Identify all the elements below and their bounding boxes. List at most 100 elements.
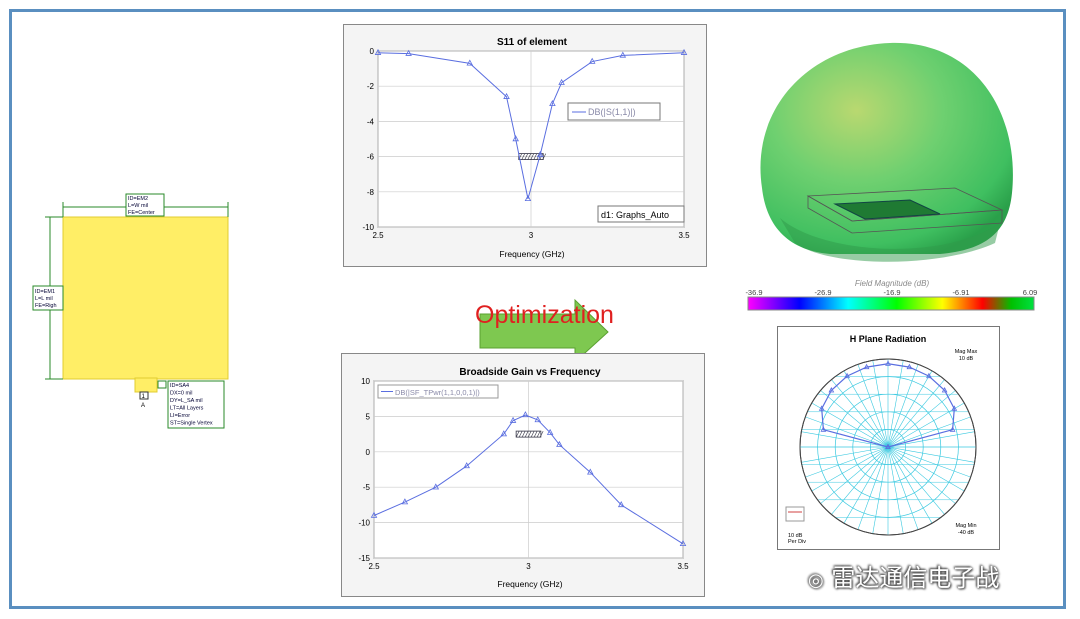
goal-hatch	[524, 153, 529, 160]
y-tick-label: -10	[358, 519, 370, 528]
polar-spoke	[831, 379, 889, 448]
polar-point	[863, 363, 870, 370]
radiation-dome	[760, 42, 1013, 254]
y-tick-label: 0	[370, 47, 375, 56]
data-point	[463, 462, 470, 469]
gain-xlabel: Frequency (GHz)	[497, 579, 562, 589]
goal-hatch	[527, 153, 532, 160]
em2-line-3: FE=Center	[128, 210, 155, 216]
polar-spoke	[843, 446, 889, 524]
y-tick-label: 0	[366, 448, 371, 457]
polar-point	[885, 360, 891, 366]
polar-chart: H Plane Radiation Mag Max 10 dB Mag Min …	[785, 334, 978, 545]
em2-line-1: ID=EM2	[128, 196, 148, 202]
polar-spoke	[811, 446, 889, 492]
goal-hatch	[539, 430, 544, 438]
y-tick-label: -8	[367, 188, 375, 197]
data-point	[512, 135, 519, 142]
antenna-layout-svg: ID=EM2 L=W mil FE=Center ID=EM1 L=L mil …	[32, 193, 229, 429]
sa-line-6: ST=Single Vertex	[170, 421, 213, 427]
goal-hatch	[533, 153, 538, 160]
mag-max-value: 10 dB	[959, 356, 974, 362]
y-tick-label: -10	[362, 223, 374, 232]
polar-spoke	[887, 431, 975, 448]
data-point	[587, 468, 594, 475]
s11-chart: S11 of element 0 -2 -4 -6 -8 -102.5 3 3.5 Frequ…	[362, 37, 690, 259]
y-tick-label: 5	[366, 412, 371, 421]
data-point	[401, 498, 409, 505]
data-point	[549, 99, 556, 106]
data-point	[524, 195, 532, 202]
y-tick-label: -6	[367, 153, 375, 162]
data-point	[370, 511, 378, 518]
dome-shadow	[780, 218, 1000, 262]
y-tick-label: -2	[367, 82, 375, 91]
polar-spoke	[887, 402, 965, 448]
optimization-label: Optimization	[475, 301, 614, 329]
goal-hatch	[530, 430, 535, 438]
data-point	[500, 430, 508, 437]
colorbar-label: Field Magnitude (dB)	[855, 279, 930, 288]
x-tick-label: 3	[526, 562, 531, 571]
data-point	[374, 48, 382, 55]
goal-hatch	[536, 430, 541, 438]
per-div-label: Per Div	[788, 539, 806, 545]
mag-min-value: -40 dB	[958, 530, 975, 536]
s11-xlabel: Frequency (GHz)	[499, 249, 564, 259]
data-point	[679, 540, 687, 547]
goal-hatch	[530, 153, 535, 160]
gain-chart: Broadside Gain vs Frequency 10 5 0 -5 -10 -15…	[358, 367, 689, 589]
gain-title: Broadside Gain vs Frequency	[459, 367, 601, 378]
polar-point	[926, 372, 932, 379]
polar-spoke	[887, 364, 919, 448]
colorbar	[747, 296, 1035, 311]
polar-point	[951, 405, 958, 411]
data-point	[522, 411, 529, 418]
polar-chart-panel: H Plane Radiation Mag Max 10 dB Mag Min …	[777, 326, 1000, 550]
data-point	[405, 49, 412, 56]
polar-spoke	[805, 416, 889, 448]
substrate-side	[807, 195, 1003, 234]
polar-point	[949, 426, 956, 432]
em2-line-2: L=W mil	[128, 203, 148, 209]
em1-line-3: FE=Righ	[35, 303, 57, 309]
polar-spoke	[801, 446, 889, 463]
polar-spoke	[887, 390, 956, 448]
polar-point	[820, 426, 827, 432]
sa-line-2: DX=0 mil	[170, 391, 192, 397]
polar-point	[885, 443, 891, 449]
goal-hatch	[533, 430, 538, 438]
x-tick-label: 3.5	[677, 562, 689, 571]
goal-hatch	[527, 430, 532, 438]
polar-legend-box	[785, 506, 805, 522]
goal-hatch	[521, 153, 526, 160]
gain-legend-box	[377, 384, 499, 399]
polar-spoke	[887, 446, 945, 515]
goal-hatch	[521, 430, 526, 438]
y-tick-label: -5	[363, 483, 371, 492]
goal-hatch	[524, 430, 529, 438]
polar-point	[906, 363, 913, 370]
sa-line-4: LT=All Layers	[170, 406, 204, 412]
gain-legend-text: DB(|SF_TPwr(1,1,0,0,1)|)	[395, 388, 480, 397]
polar-spoke	[887, 370, 933, 448]
data-point	[546, 428, 554, 435]
data-point	[509, 416, 517, 423]
y-tick-label: 10	[361, 377, 370, 386]
polar-spoke	[831, 446, 889, 515]
data-point	[432, 483, 440, 490]
sa-line-3: DY=L_SA mil	[170, 398, 203, 404]
watermark-text: 雷达通信电子战	[831, 564, 1000, 592]
polar-series-line	[821, 363, 955, 448]
polar-spoke	[887, 416, 971, 448]
wechat-icon: ◎	[808, 570, 824, 591]
polar-point	[818, 405, 825, 411]
feed-rect	[134, 377, 158, 393]
em1-line-1: ID=EM1	[35, 289, 55, 295]
watermark: ◎ 雷达通信电子战	[808, 558, 999, 593]
port-box	[139, 391, 149, 400]
polar-spoke	[872, 446, 889, 534]
polar-point	[828, 387, 835, 393]
data-point	[558, 78, 565, 85]
polar-spoke	[857, 364, 889, 448]
